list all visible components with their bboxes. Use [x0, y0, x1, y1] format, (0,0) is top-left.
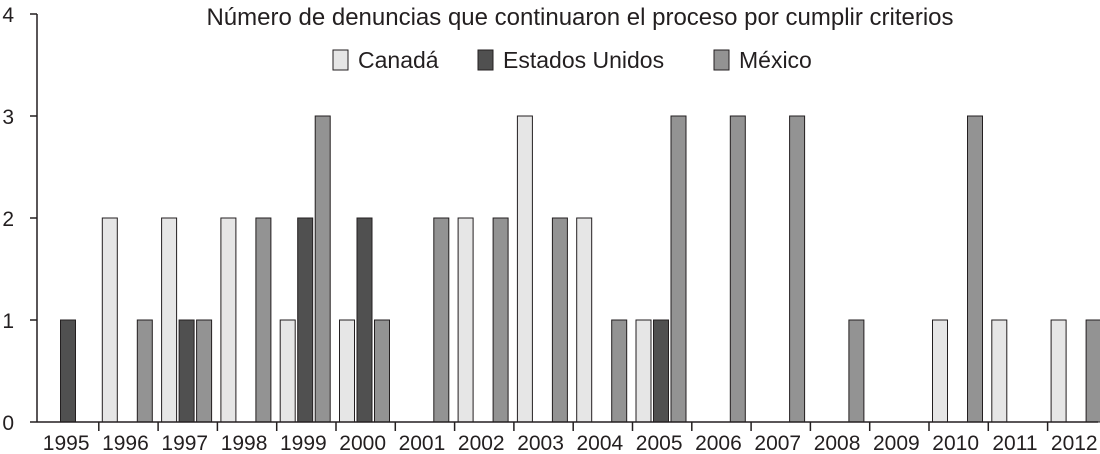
x-tick-label: 2012 — [1051, 432, 1098, 454]
x-tick-label: 1997 — [161, 432, 208, 454]
bar-2-2001 — [433, 217, 450, 423]
bar-0-2003 — [516, 115, 533, 423]
x-tick-label: 2005 — [636, 432, 683, 454]
x-tick-label: 2007 — [754, 432, 801, 454]
x-tick-label: 2010 — [932, 432, 979, 454]
legend-label: Canadá — [358, 47, 439, 73]
y-tick-label: 4 — [2, 4, 14, 27]
legend-swatch — [713, 49, 730, 71]
legend-swatch — [332, 49, 349, 71]
x-tick-label: 2001 — [399, 432, 446, 454]
y-tick-label: 0 — [2, 412, 14, 435]
x-tick-label: 2011 — [992, 432, 1037, 454]
bar-0-1997 — [161, 217, 178, 423]
y-tick-label: 2 — [2, 208, 14, 231]
bars-group — [60, 115, 1100, 423]
bar-2-1999 — [314, 115, 331, 423]
x-tick-label: 1998 — [221, 432, 268, 454]
bar-2-1996 — [136, 319, 153, 423]
bar-0-1998 — [220, 217, 237, 423]
bar-0-1999 — [279, 319, 296, 423]
bar-1-1995 — [60, 319, 76, 423]
bar-2-2008 — [848, 319, 865, 423]
x-tick-label: 2008 — [814, 432, 861, 454]
bar-1-1999 — [297, 217, 314, 423]
bar-0-2012 — [1050, 319, 1067, 423]
bar-0-2002 — [457, 217, 474, 423]
x-tick-label: 1996 — [102, 432, 149, 454]
x-tick-label: 1999 — [280, 432, 327, 454]
bar-0-2010 — [932, 319, 948, 423]
y-axis: 0 1 2 3 4 — [2, 4, 38, 435]
legend-label: México — [739, 47, 812, 73]
x-tick-label: 2006 — [695, 432, 742, 454]
bar-2-2012 — [1085, 319, 1100, 423]
x-tick-label: 1995 — [43, 432, 90, 454]
legend: Canadá Estados Unidos México — [332, 47, 812, 73]
bar-0-2011 — [991, 319, 1008, 423]
bar-1-1997 — [178, 319, 195, 423]
bar-0-1996 — [101, 217, 118, 423]
x-tick-label: 2004 — [576, 432, 623, 454]
bar-2-2003 — [551, 217, 568, 423]
x-tick-label: 2002 — [458, 432, 505, 454]
y-tick-label: 3 — [2, 106, 14, 129]
bar-1-2005 — [653, 319, 669, 423]
x-tick-label: 2003 — [517, 432, 564, 454]
legend-swatch — [477, 49, 494, 71]
y-tick-label: 1 — [2, 310, 14, 333]
legend-label: Estados Unidos — [503, 47, 664, 73]
bar-2-2000 — [374, 319, 390, 423]
x-tick-label: 2009 — [873, 432, 920, 454]
bar-2-1998 — [255, 217, 272, 423]
bar-0-2004 — [576, 217, 593, 423]
x-axis: 1995 1996 1997 1998 1999 2000 2001 2002 2003 2004… — [37, 421, 1098, 454]
chart-title: Número de denuncias que continuaron el p… — [206, 4, 953, 31]
bar-2-2006 — [729, 115, 746, 423]
bar-0-2005 — [635, 319, 652, 423]
bar-2-2005 — [670, 115, 687, 423]
bar-2-2007 — [789, 115, 806, 423]
x-tick-label: 2000 — [339, 432, 386, 454]
bar-2-2010 — [967, 115, 983, 423]
bar-1-2000 — [356, 217, 373, 423]
bar-2-2004 — [611, 319, 628, 423]
bar-2-2002 — [492, 217, 509, 423]
bar-2-1997 — [196, 319, 213, 423]
bar-0-2000 — [339, 319, 355, 423]
